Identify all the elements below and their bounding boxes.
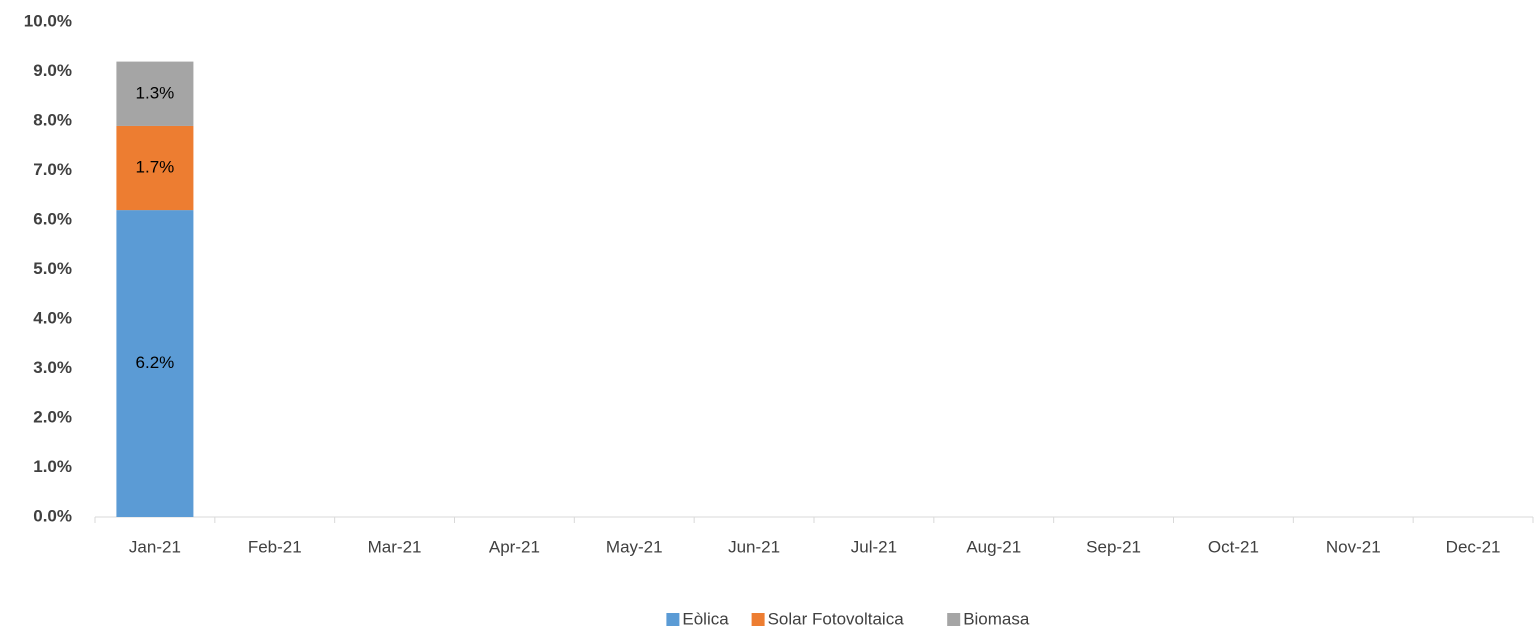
x-tick-label: May-21: [606, 537, 663, 556]
data-label: 6.2%: [136, 353, 175, 372]
x-tick-label: Feb-21: [248, 537, 302, 556]
x-tick-label: Nov-21: [1326, 537, 1381, 556]
x-tick-label: Mar-21: [368, 537, 422, 556]
y-tick-label: 3.0%: [33, 358, 72, 377]
data-label: 1.3%: [136, 83, 175, 102]
y-tick-label: 4.0%: [33, 308, 72, 327]
y-tick-label: 10.0%: [24, 11, 72, 30]
legend-swatch: [666, 613, 680, 626]
legend-label: Solar Fotovoltaica: [768, 609, 905, 628]
bar-segment: [116, 125, 194, 211]
x-tick-label: Sep-21: [1086, 537, 1141, 556]
legend-label: Eòlica: [682, 609, 729, 628]
y-tick-label: 7.0%: [33, 160, 72, 179]
x-tick-label: Jun-21: [728, 537, 780, 556]
y-tick-label: 8.0%: [33, 110, 72, 129]
y-tick-label: 0.0%: [33, 506, 72, 525]
y-tick-label: 6.0%: [33, 209, 72, 228]
x-tick-label: Oct-21: [1208, 537, 1259, 556]
legend-swatch: [751, 613, 765, 626]
x-tick-label: Apr-21: [489, 537, 540, 556]
x-tick-label: Dec-21: [1446, 537, 1501, 556]
bar-segment: [116, 61, 194, 126]
y-tick-label: 2.0%: [33, 407, 72, 426]
y-tick-label: 5.0%: [33, 259, 72, 278]
data-label: 1.7%: [136, 158, 175, 177]
y-tick-label: 9.0%: [33, 61, 72, 80]
x-tick-label: Aug-21: [966, 537, 1021, 556]
bar-segment: [116, 210, 194, 517]
legend-swatch: [947, 613, 961, 626]
x-tick-label: Jan-21: [129, 537, 181, 556]
legend-label: Biomasa: [963, 609, 1030, 628]
x-tick-label: Jul-21: [851, 537, 897, 556]
y-tick-label: 1.0%: [33, 457, 72, 476]
